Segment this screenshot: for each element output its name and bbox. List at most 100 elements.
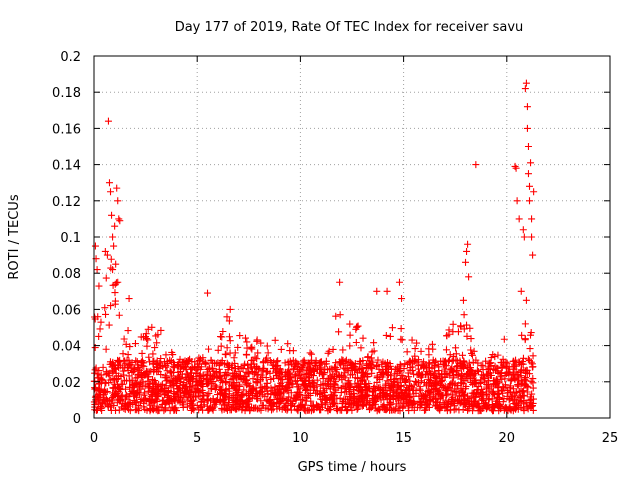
spike-point <box>107 188 115 196</box>
data-point <box>149 350 157 358</box>
data-point <box>253 395 261 403</box>
spike-point <box>108 211 116 219</box>
data-point <box>284 396 292 404</box>
data-point <box>432 357 440 365</box>
data-point <box>283 371 291 379</box>
data-point <box>446 351 454 359</box>
data-point <box>415 392 423 400</box>
data-point <box>388 324 396 332</box>
data-point <box>111 365 119 373</box>
data-point <box>203 391 211 399</box>
data-point <box>284 375 292 383</box>
data-point <box>151 397 159 405</box>
data-point <box>176 355 184 363</box>
data-point <box>450 406 458 414</box>
data-point <box>107 255 115 263</box>
data-point <box>495 369 503 377</box>
data-point <box>442 346 450 354</box>
data-point <box>153 339 161 347</box>
data-point <box>353 405 361 413</box>
data-point <box>435 363 443 371</box>
data-point <box>316 365 324 373</box>
data-point <box>345 377 353 385</box>
data-point <box>425 351 433 359</box>
data-point <box>132 357 140 365</box>
data-point <box>245 370 253 378</box>
data-point <box>490 403 498 411</box>
data-point <box>451 380 459 388</box>
data-point <box>305 377 313 385</box>
data-point <box>234 343 242 351</box>
data-point <box>519 354 527 362</box>
data-point <box>385 380 393 388</box>
data-point <box>397 325 405 333</box>
data-point <box>404 369 412 377</box>
spike-point <box>103 251 111 259</box>
y-tick-label: 0.2 <box>60 50 81 65</box>
spike-point <box>513 197 521 205</box>
data-point <box>109 375 117 383</box>
data-point <box>175 359 183 367</box>
data-point <box>236 332 244 340</box>
data-point <box>331 399 339 407</box>
data-point <box>172 404 180 412</box>
data-point <box>310 379 318 387</box>
data-point <box>345 387 353 395</box>
data-point <box>102 370 110 378</box>
spike-point <box>528 233 536 241</box>
data-point <box>191 358 199 366</box>
data-point <box>422 406 430 414</box>
data-point <box>284 368 292 376</box>
spike-point <box>530 188 538 196</box>
data-point <box>408 336 416 344</box>
data-point <box>206 371 214 379</box>
data-point <box>253 355 261 363</box>
data-point <box>267 375 275 383</box>
spike-point <box>528 215 536 223</box>
data-point <box>425 359 433 367</box>
data-point <box>153 402 161 410</box>
data-point <box>222 379 230 387</box>
data-point <box>463 370 471 378</box>
data-point <box>235 381 243 389</box>
data-point <box>453 367 461 375</box>
data-point <box>413 379 421 387</box>
data-point <box>406 357 414 365</box>
data-point <box>254 371 262 379</box>
data-point <box>224 399 232 407</box>
data-point <box>442 391 450 399</box>
data-point <box>126 407 134 415</box>
spike-point <box>524 170 532 178</box>
data-point <box>173 380 181 388</box>
data-point <box>170 390 178 398</box>
data-point <box>466 365 474 373</box>
data-point <box>301 387 309 395</box>
data-point <box>138 349 146 357</box>
data-point <box>346 331 354 339</box>
data-point <box>217 386 225 394</box>
data-point <box>368 348 376 356</box>
data-point <box>231 399 239 407</box>
data-point <box>481 374 489 382</box>
data-point <box>322 360 330 368</box>
data-point <box>244 360 252 368</box>
data-point <box>519 358 527 366</box>
data-point <box>460 358 468 366</box>
data-point <box>240 375 248 383</box>
data-point <box>457 322 465 330</box>
data-point <box>416 383 424 391</box>
data-point <box>352 339 360 347</box>
data-point <box>345 401 353 409</box>
data-point <box>151 344 159 352</box>
data-point <box>326 393 334 401</box>
data-point <box>153 392 161 400</box>
data-point <box>133 387 141 395</box>
data-point <box>374 356 382 364</box>
data-point <box>418 400 426 408</box>
data-point <box>487 362 495 370</box>
data-point <box>205 345 213 353</box>
data-point <box>185 376 193 384</box>
data-point <box>282 384 290 392</box>
data-point <box>352 325 360 333</box>
data-point <box>148 323 156 331</box>
